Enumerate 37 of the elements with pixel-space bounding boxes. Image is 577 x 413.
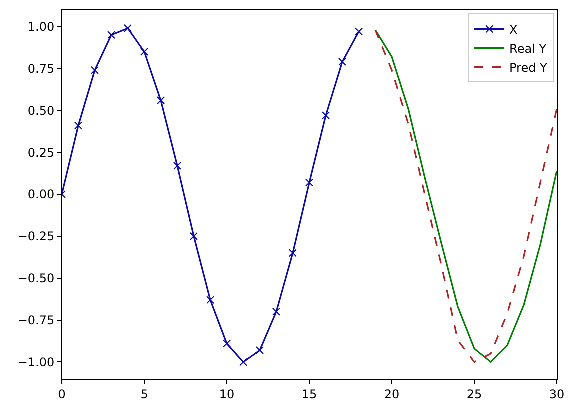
y-tick-label: 0.00 bbox=[28, 188, 55, 202]
point bbox=[173, 162, 182, 170]
point bbox=[239, 358, 248, 366]
y-tick-label: −0.50 bbox=[18, 272, 55, 286]
point bbox=[90, 66, 100, 74]
y-tick-label: 0.25 bbox=[28, 146, 55, 160]
point bbox=[354, 28, 364, 36]
point bbox=[338, 58, 347, 66]
point bbox=[222, 340, 232, 348]
point bbox=[124, 24, 132, 32]
x-tick-label: 20 bbox=[384, 387, 400, 402]
y-tick-label: −0.25 bbox=[18, 230, 55, 244]
point bbox=[322, 112, 330, 120]
x-tick-label: 30 bbox=[549, 387, 565, 402]
point bbox=[256, 346, 264, 355]
x-tick-label: 25 bbox=[466, 387, 482, 402]
point bbox=[272, 308, 281, 316]
point bbox=[305, 178, 314, 187]
point bbox=[288, 249, 298, 258]
point bbox=[74, 122, 83, 130]
point bbox=[190, 232, 198, 240]
y-tick-label: −0.75 bbox=[18, 314, 55, 328]
x-tick-label: 5 bbox=[140, 387, 148, 402]
point bbox=[140, 48, 149, 56]
point bbox=[107, 31, 116, 40]
x-tick-label: 15 bbox=[302, 387, 318, 402]
x-tick-label: 10 bbox=[219, 387, 235, 402]
y-tick-label: 1.00 bbox=[28, 20, 55, 34]
point bbox=[156, 96, 166, 105]
y-tick-label: −1.00 bbox=[18, 355, 55, 370]
y-tick-label: 0.75 bbox=[28, 62, 55, 76]
legend-label: X bbox=[510, 22, 518, 37]
x-tick-label: 0 bbox=[58, 387, 66, 402]
legend-label: Pred Y bbox=[510, 60, 548, 75]
legend-label: Real Y bbox=[510, 42, 548, 56]
point bbox=[206, 296, 215, 304]
y-tick-label: 0.50 bbox=[28, 104, 55, 118]
